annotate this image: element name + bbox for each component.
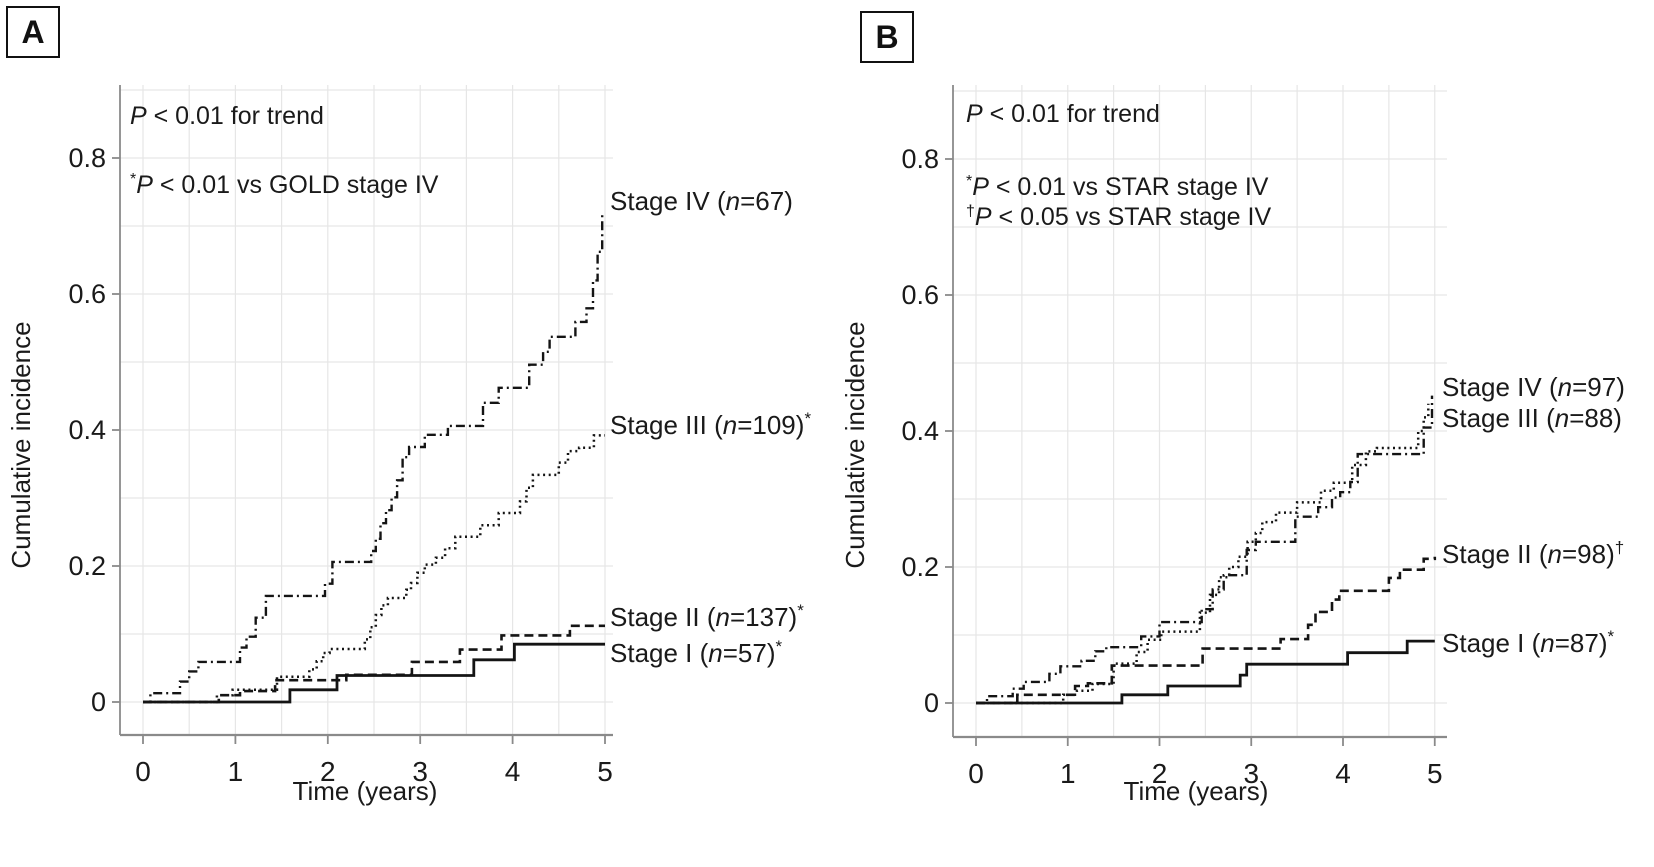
panel-a-y-tick-label: 0.4 [68,415,106,445]
panel-a-y-tick-label: 0.8 [68,143,106,173]
panel-b-y-tick-label: 0.6 [901,280,939,310]
panel-b-annotation: †P < 0.05 vs STAR stage IV [966,203,1271,231]
panel-b-y-tick-label: 0.4 [901,416,939,446]
panel-a-y-tick-label: 0.6 [68,279,106,309]
panel-b-x-tick-label: 0 [968,758,984,789]
panel-a-y-tick-label: 0.2 [68,551,106,581]
panel-a-x-tick-label: 1 [228,756,244,787]
panel-b-curve-stage-ii [976,556,1437,705]
panel-a-y-axis-title: Cumulative incidence [6,321,36,568]
panel-b-y-tick-label: 0 [924,688,939,718]
panel-b-y-tick-label: 0.2 [901,552,939,582]
panel-a-curve-label-stage-iv: Stage IV (n=67) [610,186,793,216]
panel-a-curve-stage-ii [143,624,605,704]
panel-b-curve-stage-i [976,639,1435,705]
panel-a-annotation: *P < 0.01 vs GOLD stage IV [130,171,439,199]
panel-b-curve-label-stage-i: Stage I (n=87)* [1442,627,1615,658]
panel-a-curve-label-stage-ii: Stage II (n=137)* [610,601,804,632]
panel-b-y-tick-label: 0.8 [901,144,939,174]
panel-a-curve-label-stage-iii: Stage III (n=109)* [610,409,811,440]
panel-b-x-tick-label: 3 [1243,758,1259,789]
panel-b-x-tick-label: 1 [1060,758,1076,789]
panel-a-curve-stage-iii [143,434,605,704]
panel-b-corner-label: B [860,11,914,63]
panel-b-curve-label-stage-ii: Stage II (n=98)† [1442,538,1624,569]
panel-b-x-tick-label: 5 [1427,758,1443,789]
panel-b-curve-stage-iv [976,395,1434,705]
panel-a-x-tick-label: 4 [505,756,521,787]
panel-a-x-tick-label: 3 [412,756,428,787]
panel-a-x-axis-title: Time (years) [293,776,438,806]
panel-b-x-tick-label: 2 [1152,758,1168,789]
panel-a-curve-stage-iv [143,215,604,704]
panel-b-annotation: *P < 0.01 vs STAR stage IV [966,173,1269,201]
panel-a-annotation: P < 0.01 for trend [130,102,324,130]
panel-a-x-tick-label: 2 [320,756,336,787]
panel-a-letter: A [21,13,45,50]
panel-a-curve-stage-i [143,642,605,704]
panel-b-letter: B [875,18,899,55]
panel-a-y-tick-label: 0 [91,687,106,717]
panel-b-curve-label-stage-iii: Stage III (n=88) [1442,403,1622,433]
panel-a-corner-label: A [6,6,60,58]
panel-b-y-axis-title: Cumulative incidence [840,321,870,568]
panel-a-x-tick-label: 0 [135,756,151,787]
panel-a-curve-label-stage-i: Stage I (n=57)* [610,637,783,668]
panel-b-curve-label-stage-iv: Stage IV (n=97) [1442,372,1625,402]
panel-b-x-axis-title: Time (years) [1124,776,1269,806]
panel-a-x-tick-label: 5 [597,756,613,787]
panel-b-annotation: P < 0.01 for trend [966,100,1160,128]
panel-b-x-tick-label: 4 [1335,758,1351,789]
